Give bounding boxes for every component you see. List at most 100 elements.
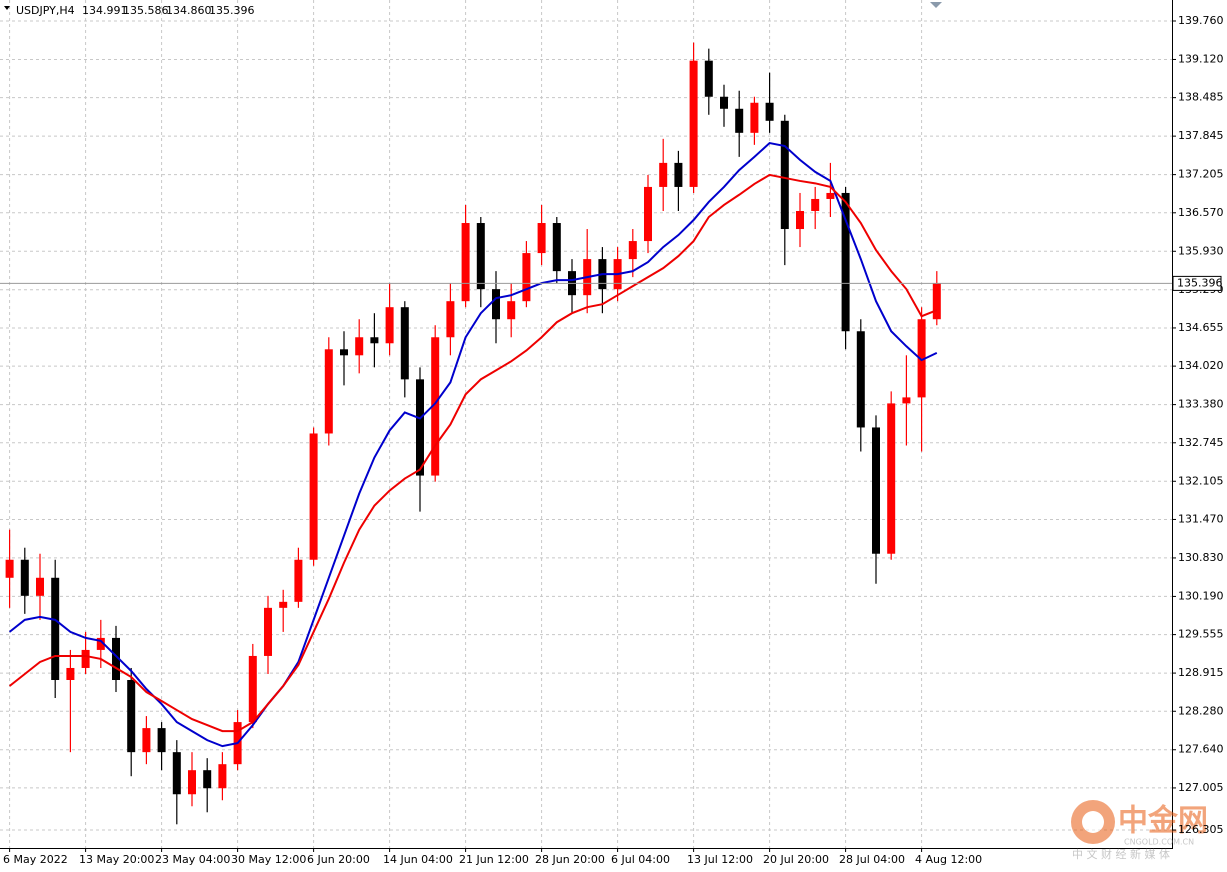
y-tick-label: 135.930 [1178, 244, 1224, 257]
candle-body [142, 728, 151, 753]
x-tick-label: 28 Jun 20:00 [535, 853, 605, 866]
candle-body [689, 60, 698, 187]
x-tick-label: 14 Jun 04:00 [383, 853, 453, 866]
watermark-url: CNGOLD.COM.CN [1124, 838, 1194, 847]
y-tick-label: 136.570 [1178, 206, 1224, 219]
ohlc-close: 135.396 [209, 4, 255, 17]
y-tick-label: 133.380 [1178, 398, 1224, 411]
candle-body [279, 601, 288, 608]
candle-body [66, 667, 75, 680]
candle-body [704, 60, 713, 97]
ohlc-low: 134.860 [166, 4, 212, 17]
watermark-logo-icon [1082, 811, 1104, 833]
candle-body [36, 577, 44, 596]
y-tick-label: 137.205 [1178, 168, 1224, 181]
candle-body [416, 379, 424, 476]
candle-body [461, 223, 470, 302]
candle-body [218, 764, 227, 789]
y-tick-label: 139.120 [1178, 52, 1224, 65]
candle-body [841, 192, 850, 332]
candle-body [385, 307, 394, 344]
candle-body [400, 307, 409, 380]
candle-body [674, 162, 683, 187]
candle-body [264, 607, 272, 656]
candle-body [856, 331, 865, 428]
candle-body [112, 637, 120, 680]
chart-title: USDJPY,H4 [16, 4, 75, 17]
candle-body [750, 102, 759, 133]
candle-body [309, 433, 318, 560]
candle-body [188, 770, 196, 795]
candle-body [887, 403, 896, 554]
y-tick-label: 128.280 [1178, 704, 1224, 717]
y-tick-label: 128.915 [1178, 666, 1224, 679]
candle-body [917, 319, 926, 398]
current-price-box [1172, 275, 1222, 291]
candle-body [248, 655, 257, 723]
candle-body [340, 349, 348, 356]
candle-body [507, 301, 516, 320]
x-tick-label: 6 Jul 04:00 [611, 853, 670, 866]
candle-body [157, 728, 166, 753]
candle-body [765, 102, 774, 121]
x-tick-label: 4 Aug 12:00 [915, 853, 982, 866]
candle-body [780, 120, 789, 230]
y-tick-label: 132.745 [1178, 436, 1224, 449]
candle-body [172, 752, 181, 795]
y-tick-label: 132.105 [1178, 474, 1224, 487]
candle-body [51, 577, 60, 680]
candle-body [628, 241, 637, 260]
y-tick-label: 131.470 [1178, 512, 1224, 525]
candle-body [872, 427, 880, 554]
candle-body [932, 283, 941, 320]
watermark-logo: 中金网 [1118, 804, 1208, 839]
candle-body [355, 337, 364, 356]
y-tick-label: 137.845 [1178, 129, 1224, 142]
y-tick-label: 127.005 [1178, 781, 1224, 794]
y-tick-label: 129.555 [1178, 628, 1224, 641]
y-tick-label: 130.830 [1178, 551, 1224, 564]
candle-body [735, 108, 744, 133]
candle-body [826, 192, 835, 199]
candle-body [476, 223, 485, 290]
candle-body [659, 162, 668, 187]
candle-body [537, 223, 546, 254]
y-tick-label: 138.485 [1178, 91, 1224, 104]
menu-arrow [4, 6, 10, 10]
ohlc-high: 135.586 [123, 4, 169, 17]
x-tick-label: 13 May 20:00 [79, 853, 154, 866]
candle-body [446, 301, 455, 338]
candle-body [644, 186, 652, 242]
candle-body [203, 770, 212, 789]
x-tick-label: 28 Jul 04:00 [839, 853, 905, 866]
candle-body [522, 253, 531, 302]
y-tick-label: 139.760 [1178, 14, 1224, 27]
x-tick-label: 6 May 2022 [3, 853, 68, 866]
x-tick-label: 21 Jun 12:00 [459, 853, 529, 866]
candle-body [370, 337, 379, 344]
watermark: 中金网 CNGOLD.COM.CN 中 文 财 经 新 媒 体 [1071, 800, 1208, 861]
y-tick-label: 126.305 [1178, 823, 1224, 836]
candle-body [431, 337, 440, 476]
ohlc-open: 134.991 [82, 4, 128, 17]
candle-body [81, 649, 90, 668]
candle-body [902, 397, 911, 404]
y-tick-label: 134.655 [1178, 321, 1224, 334]
candle-body [811, 198, 820, 211]
plot [0, 42, 1172, 825]
candle-body [492, 289, 500, 320]
x-tick-label: 6 Jun 20:00 [307, 853, 370, 866]
candle-body [720, 96, 728, 109]
candle-body [796, 210, 804, 230]
candle-body [20, 559, 29, 596]
candle-body [96, 637, 105, 650]
candle-body [127, 679, 136, 753]
current-price-label: 135.396 [1177, 276, 1223, 289]
x-tick-label: 30 May 12:00 [231, 853, 306, 866]
moving-average-line [8, 173, 938, 733]
y-tick-label: 130.190 [1178, 589, 1224, 602]
candle-body [324, 349, 333, 434]
x-tick-label: 13 Jul 12:00 [687, 853, 753, 866]
